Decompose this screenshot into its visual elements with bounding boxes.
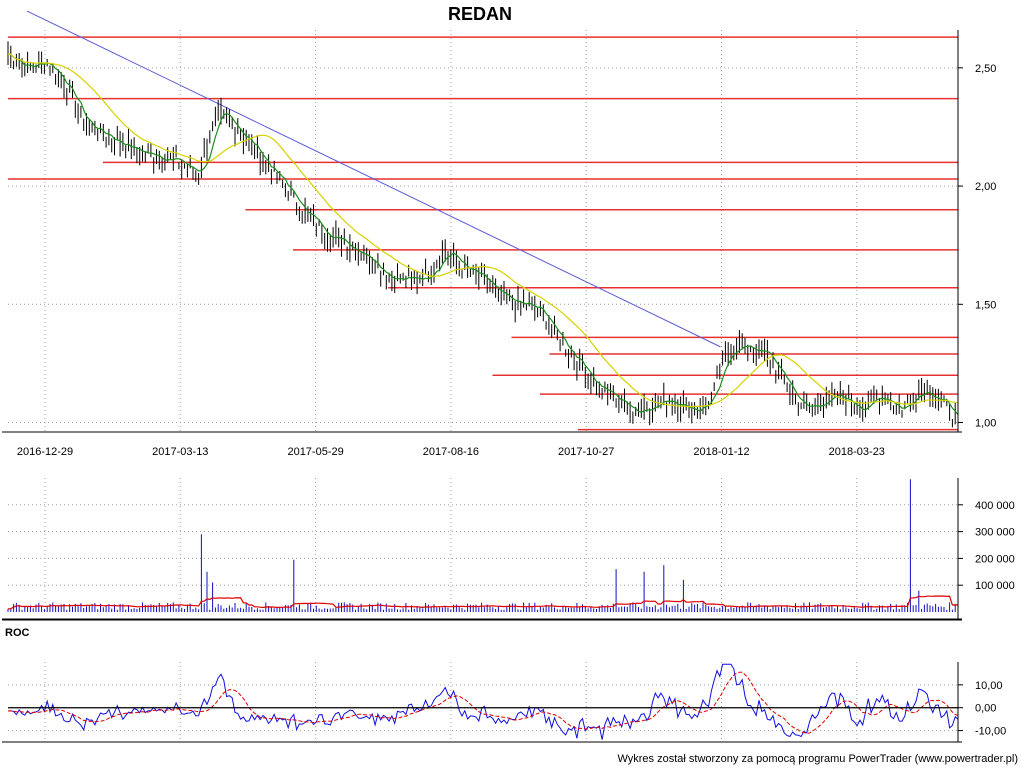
- support-resistance-levels: [8, 36, 958, 431]
- volume-bar-series: [7, 479, 959, 612]
- trendline: [26, 10, 721, 348]
- credit-text: Wykres został stworzony za pomocą progra…: [617, 753, 1018, 765]
- tick-labels: 2016-12-29 2017-03-13 2017-05-29 2017-08-16…: [17, 63, 1015, 738]
- volume-bars: [7, 479, 959, 612]
- volume-y-tick-label: 100 000: [975, 580, 1015, 592]
- x-tick-label: 2017-08-16: [423, 446, 479, 458]
- volume-average-line: [7, 595, 959, 610]
- price-bars: [7, 41, 959, 428]
- long-moving-average-line: [7, 53, 959, 408]
- price-y-tick-label: 2,00: [975, 181, 996, 193]
- roc-y-tick-label: 10,00: [975, 680, 1003, 692]
- x-tick-label: 2018-03-23: [829, 446, 885, 458]
- x-tick-label: 2016-12-29: [17, 446, 73, 458]
- price-bar-series: [7, 41, 959, 428]
- grid: [8, 30, 958, 742]
- x-tick-label: 2018-01-12: [693, 446, 749, 458]
- roc-panel-label: ROC: [5, 627, 30, 639]
- roc-y-tick-label: -10,00: [975, 726, 1006, 738]
- trendline-layer: [26, 10, 721, 348]
- x-tick-label: 2017-03-13: [152, 446, 208, 458]
- chart-title: REDAN: [448, 4, 512, 24]
- roc-lines: [7, 663, 959, 740]
- short-moving-average-line: [7, 53, 959, 415]
- roc-y-tick-label: 0,00: [975, 703, 996, 715]
- volume-y-tick-label: 400 000: [975, 500, 1015, 512]
- moving-averages: [7, 53, 959, 415]
- volume-y-tick-label: 300 000: [975, 527, 1015, 539]
- volume-y-tick-label: 200 000: [975, 553, 1015, 565]
- price-y-tick-label: 1,50: [975, 299, 996, 311]
- x-tick-label: 2017-05-29: [287, 446, 343, 458]
- roc-signal-line: [7, 671, 959, 734]
- x-tick-label: 2017-10-27: [558, 446, 614, 458]
- roc-line: [7, 663, 959, 740]
- price-y-tick-label: 2,50: [975, 63, 996, 75]
- axes: [2, 30, 963, 743]
- price-y-tick-label: 1,00: [975, 418, 996, 430]
